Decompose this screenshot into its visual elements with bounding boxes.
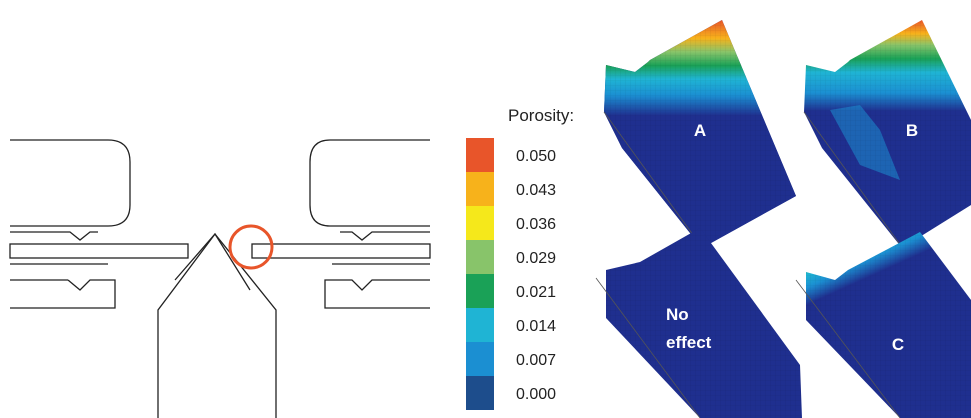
tool-schematic	[9, 139, 431, 418]
panel-a: A	[603, 20, 796, 251]
legend-value: 0.007	[516, 352, 556, 369]
upper-left-die	[10, 139, 131, 227]
punch-inner	[174, 232, 251, 291]
right-sheet	[251, 243, 431, 259]
panel-c: C	[795, 232, 971, 418]
legend-value: 0.021	[516, 284, 556, 301]
panel-no-effect: No effect	[595, 228, 802, 418]
lower-left-die	[10, 263, 116, 309]
porosity-legend: Porosity: 0.050 0.043 0.036 0.029 0.021 0.014…	[466, 106, 574, 410]
panel-no-effect-label-2: effect	[666, 333, 712, 352]
lower-right-die	[324, 263, 430, 309]
upper-right-blank-holder	[340, 231, 430, 241]
legend-value: 0.036	[516, 216, 556, 233]
legend-title: Porosity:	[508, 106, 574, 125]
legend-value: 0.014	[516, 318, 556, 335]
panel-b: B	[803, 20, 971, 251]
legend-value: 0.029	[516, 250, 556, 267]
upper-left-blank-holder	[10, 231, 98, 241]
punch	[157, 232, 277, 418]
legend-swatch	[466, 342, 494, 376]
panel-b-label: B	[906, 121, 918, 140]
legend-swatch	[466, 308, 494, 342]
legend-swatch	[466, 376, 494, 410]
legend-swatch	[466, 138, 494, 172]
upper-right-die	[309, 139, 430, 227]
highlight-circle	[228, 224, 274, 270]
panel-no-effect-label-1: No	[666, 305, 689, 324]
legend-value: 0.043	[516, 182, 556, 199]
left-sheet	[9, 243, 189, 259]
legend-swatch	[466, 274, 494, 308]
legend-value: 0.050	[516, 148, 556, 165]
legend-value: 0.000	[516, 386, 556, 403]
legend-swatch	[466, 240, 494, 274]
legend-swatch	[466, 172, 494, 206]
panel-c-label: C	[892, 335, 904, 354]
panel-a-label: A	[694, 121, 706, 140]
legend-swatch	[466, 206, 494, 240]
